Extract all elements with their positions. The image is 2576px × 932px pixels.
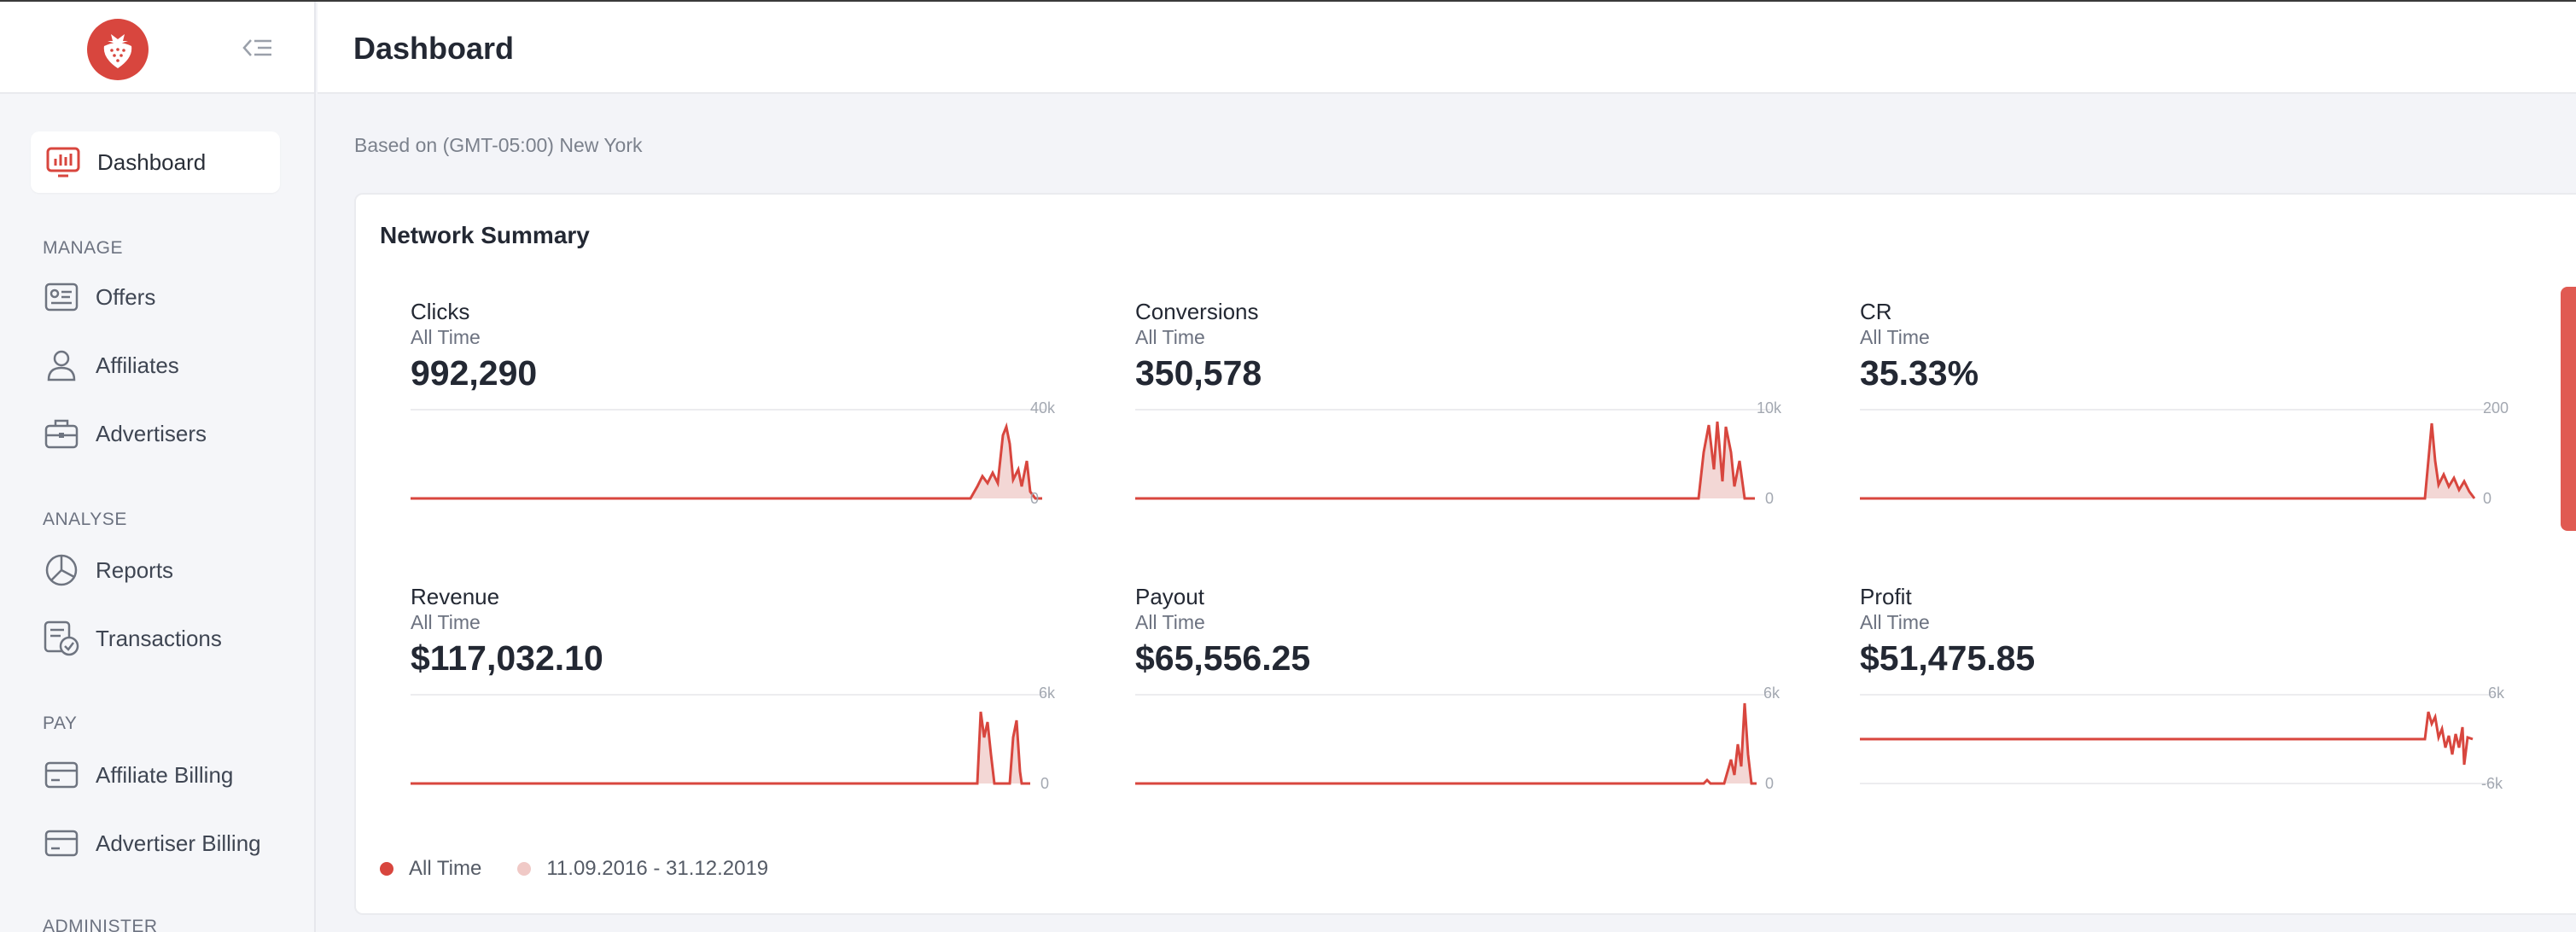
section-label-manage: MANAGE bbox=[43, 238, 124, 258]
sidebar-item-label: Offers bbox=[96, 283, 156, 310]
axis-top-label: 200 bbox=[2483, 401, 2509, 416]
metric-clicks: Clicks All Time 992,290 40k 0 bbox=[411, 299, 1059, 572]
axis-bottom-label: 0 bbox=[1765, 775, 1774, 792]
axis-bottom-label: 0 bbox=[1040, 775, 1049, 792]
metric-value: $51,475.85 bbox=[1860, 638, 2036, 678]
legend-dot-all-time bbox=[380, 862, 393, 876]
clicks-sparkline: 40k 0 bbox=[411, 401, 1056, 507]
axis-bottom-label: 0 bbox=[2483, 490, 2491, 507]
metric-period: All Time bbox=[1860, 611, 1930, 633]
dashboard-icon bbox=[44, 143, 82, 181]
cr-sparkline: 200 0 bbox=[1860, 401, 2509, 507]
briefcase-icon bbox=[43, 415, 80, 452]
sidebar-item-label: Affiliate Billing bbox=[96, 761, 234, 788]
sidebar-header bbox=[0, 2, 314, 94]
metric-value: 350,578 bbox=[1135, 353, 1262, 393]
sidebar-item-advertiser-billing[interactable]: Advertiser Billing bbox=[31, 816, 287, 871]
axis-top-label: 6k bbox=[1763, 686, 1780, 702]
window-top-border bbox=[0, 0, 2576, 2]
collapse-sidebar-icon[interactable] bbox=[241, 34, 275, 61]
metric-cr: CR All Time 35.33% 200 0 bbox=[1860, 299, 2509, 572]
sidebar-item-label: Dashboard bbox=[97, 149, 207, 175]
pie-chart-icon bbox=[43, 551, 80, 589]
metric-period: All Time bbox=[1860, 326, 1930, 348]
transactions-icon bbox=[43, 620, 80, 657]
metric-value: 992,290 bbox=[411, 353, 538, 393]
sidebar-item-affiliates[interactable]: Affiliates bbox=[31, 338, 287, 393]
sidebar-item-reports[interactable]: Reports bbox=[31, 543, 287, 597]
section-label-pay: PAY bbox=[43, 714, 78, 733]
legend-label-date-range[interactable]: 11.09.2016 - 31.12.2019 bbox=[546, 857, 769, 880]
side-feedback-tab[interactable] bbox=[2561, 287, 2576, 531]
metric-name: Profit bbox=[1860, 584, 1912, 609]
axis-top-label: 40k bbox=[1030, 401, 1056, 416]
sidebar-item-advertisers[interactable]: Advertisers bbox=[31, 406, 287, 461]
sidebar-item-transactions[interactable]: Transactions bbox=[31, 611, 287, 666]
user-icon bbox=[43, 347, 80, 384]
page-title: Dashboard bbox=[353, 31, 515, 66]
top-header: Dashboard bbox=[318, 2, 2576, 94]
axis-top-label: 10k bbox=[1757, 401, 1782, 416]
card-icon bbox=[43, 756, 80, 794]
axis-bottom-label: 0 bbox=[1030, 490, 1039, 507]
sidebar-item-dashboard[interactable]: Dashboard bbox=[31, 131, 280, 193]
legend-label-all-time[interactable]: All Time bbox=[409, 857, 482, 880]
metric-name: Clicks bbox=[411, 299, 470, 324]
revenue-sparkline: 6k 0 bbox=[411, 686, 1056, 792]
conversions-sparkline: 10k 0 bbox=[1135, 401, 1782, 507]
profit-sparkline: 6k -6k bbox=[1860, 686, 2505, 792]
metric-revenue: Revenue All Time $117,032.10 6k 0 bbox=[411, 584, 1059, 857]
axis-top-label: 6k bbox=[1039, 686, 1056, 702]
metric-conversions: Conversions All Time 350,578 10k 0 bbox=[1135, 299, 1784, 572]
metric-name: Conversions bbox=[1135, 299, 1259, 324]
metric-value: $117,032.10 bbox=[411, 638, 603, 678]
section-label-administer: ADMINISTER bbox=[43, 917, 158, 932]
sidebar-item-label: Advertiser Billing bbox=[96, 830, 261, 856]
sidebar-item-label: Affiliates bbox=[96, 352, 179, 378]
sidebar-item-label: Reports bbox=[96, 556, 174, 583]
section-label-analyse: ANALYSE bbox=[43, 510, 127, 529]
sidebar-item-offers[interactable]: Offers bbox=[31, 270, 287, 324]
metric-value: 35.33% bbox=[1860, 353, 1979, 393]
metric-profit: Profit All Time $51,475.85 6k -6k bbox=[1860, 584, 2509, 857]
metric-period: All Time bbox=[1135, 326, 1205, 348]
network-summary-card: Network Summary Clicks All Time 992,290 … bbox=[354, 193, 2576, 915]
card-title: Network Summary bbox=[380, 222, 590, 248]
card-icon bbox=[43, 824, 80, 862]
sidebar-item-affiliate-billing[interactable]: Affiliate Billing bbox=[31, 748, 287, 802]
metric-name: Revenue bbox=[411, 584, 500, 609]
sidebar-item-label: Transactions bbox=[96, 625, 222, 651]
offers-icon bbox=[43, 278, 80, 316]
sidebar-item-label: Advertisers bbox=[96, 420, 207, 446]
legend-dot-date-range bbox=[517, 862, 532, 876]
metric-period: All Time bbox=[411, 326, 481, 348]
timezone-note: Based on (GMT-05:00) New York bbox=[354, 134, 643, 156]
chart-legend: All Time 11.09.2016 - 31.12.2019 bbox=[380, 857, 804, 881]
sidebar: Dashboard MANAGE Offers Affiliates bbox=[0, 2, 316, 932]
axis-bottom-label: 0 bbox=[1765, 490, 1774, 507]
payout-sparkline: 6k 0 bbox=[1135, 686, 1780, 792]
strawberry-logo-icon[interactable] bbox=[87, 19, 149, 80]
metric-value: $65,556.25 bbox=[1135, 638, 1311, 678]
axis-top-label: 6k bbox=[2488, 686, 2505, 702]
metric-name: Payout bbox=[1135, 584, 1204, 609]
axis-bottom-label: -6k bbox=[2481, 775, 2503, 792]
metric-name: CR bbox=[1860, 299, 1892, 324]
metric-period: All Time bbox=[1135, 611, 1205, 633]
metric-payout: Payout All Time $65,556.25 6k 0 bbox=[1135, 584, 1784, 857]
metric-period: All Time bbox=[411, 611, 481, 633]
